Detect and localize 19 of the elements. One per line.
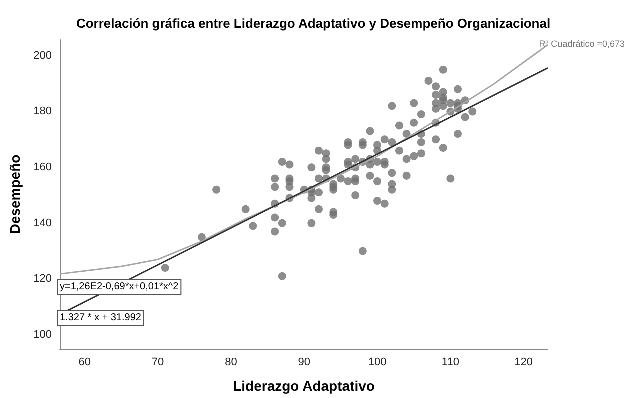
y-tick-label: 100 xyxy=(34,329,52,342)
chart-title: Correlación gráfica entre Liderazgo Adaptativo y Desempeño Organizacional xyxy=(76,16,551,31)
x-axis-title: Liderazgo Adaptativo xyxy=(233,378,375,394)
y-tick-label: 160 xyxy=(34,162,52,174)
x-tick-label: 100 xyxy=(368,356,387,368)
annotation: R² Cuadrático =0,673 xyxy=(539,39,625,49)
y-axis-title: Desempeño xyxy=(7,154,23,234)
y-tick-label: 120 xyxy=(34,273,52,286)
y-tick-label: 180 xyxy=(34,106,52,118)
x-tick-label: 60 xyxy=(78,356,91,368)
x-tick-label: 120 xyxy=(514,356,534,368)
y-tick-label: 140 xyxy=(34,217,52,230)
x-tick-label: 80 xyxy=(225,356,238,368)
x-tick-label: 90 xyxy=(298,356,310,368)
x-tick-label: 70 xyxy=(152,356,164,368)
annotation: 1.327 * x + 31.992 xyxy=(60,312,142,324)
x-tick-label: 110 xyxy=(442,356,460,368)
y-tick-label: 200 xyxy=(34,50,52,62)
annotation: y=1,26E2-0,69*x+0,01*x^2 xyxy=(60,282,180,292)
